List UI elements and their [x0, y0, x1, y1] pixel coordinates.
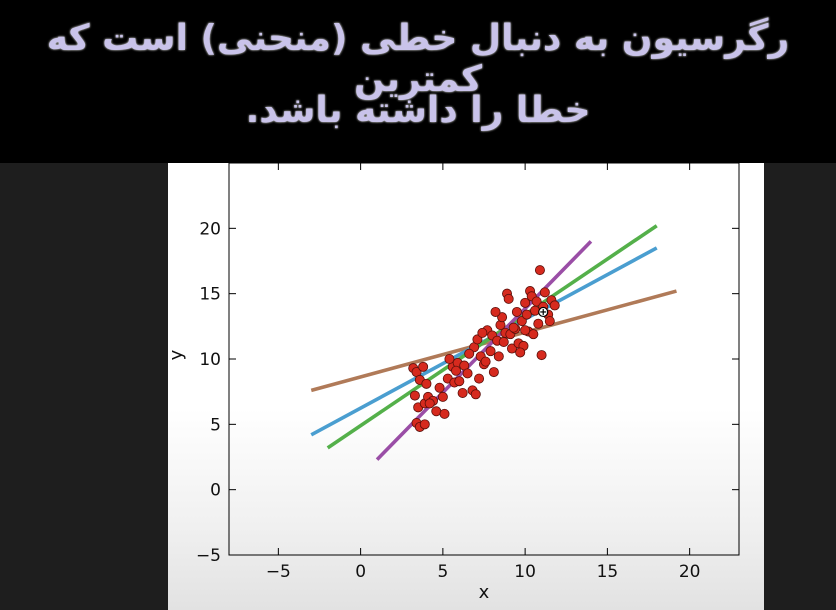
data-point: [464, 348, 475, 359]
data-point: [534, 265, 545, 276]
data-point: [544, 316, 555, 327]
x-tick-label: 10: [514, 562, 536, 582]
data-point: [462, 368, 473, 379]
x-tick-label: −5: [266, 562, 291, 582]
data-points: [408, 265, 560, 432]
caption-banner: رگرسیون به دنبال خطی (منحنی) است که کمتر…: [0, 0, 836, 163]
data-point: [477, 327, 488, 338]
data-point: [421, 378, 432, 389]
data-point: [451, 365, 462, 376]
data-point: [521, 309, 532, 320]
data-point: [497, 312, 508, 323]
data-point: [439, 408, 450, 419]
y-axis-label: y: [168, 349, 187, 360]
x-tick-label: 20: [679, 562, 701, 582]
x-tick-label: 5: [437, 562, 448, 582]
data-point: [520, 325, 531, 336]
data-point: [437, 391, 448, 402]
data-point: [493, 351, 504, 362]
data-point: [434, 382, 445, 393]
data-point: [508, 322, 519, 333]
data-point: [533, 318, 544, 329]
data-point: [424, 398, 435, 409]
y-tick-label: 5: [210, 415, 221, 435]
y-tick-label: 0: [210, 481, 221, 501]
caption-line-2: خطا را داشته باشد.: [245, 90, 591, 131]
data-point: [520, 297, 531, 308]
data-point: [485, 346, 496, 357]
axis-ticks: −5 0 5 10 15 20 −5 0 5 10 15 20: [196, 163, 739, 582]
data-point: [536, 350, 547, 361]
x-axis-label: x: [479, 582, 490, 603]
y-tick-label: 20: [199, 219, 221, 239]
data-point: [474, 373, 485, 384]
data-point: [490, 306, 501, 317]
data-point: [470, 389, 481, 400]
regression-line: [375, 240, 593, 461]
y-tick-label: 10: [199, 350, 221, 370]
data-point: [506, 343, 517, 354]
y-tick-label: 15: [199, 285, 221, 305]
data-point: [515, 347, 526, 358]
data-point: [549, 300, 560, 311]
data-point: [419, 419, 430, 430]
data-point: [444, 353, 455, 364]
data-point: [488, 367, 499, 378]
data-point: [457, 387, 468, 398]
data-point: [480, 356, 491, 367]
data-point: [498, 337, 509, 348]
data-point: [503, 293, 514, 304]
data-point: [409, 390, 420, 401]
data-point: [529, 305, 540, 316]
chart-panel: −5 0 5 10 15 20 −5 0 5 10 15 20 x y: [168, 163, 764, 610]
scatter-chart: −5 0 5 10 15 20 −5 0 5 10 15 20 x y: [168, 163, 740, 603]
data-point: [454, 376, 465, 387]
data-point: [528, 329, 539, 340]
y-tick-label: −5: [196, 546, 221, 566]
data-point: [418, 361, 429, 372]
data-point: [511, 306, 522, 317]
x-tick-label: 0: [355, 562, 366, 582]
x-tick-label: 15: [597, 562, 619, 582]
cursor-marker: [538, 306, 549, 318]
data-point: [531, 296, 542, 307]
data-point: [431, 406, 442, 417]
caption-line-1: رگرسیون به دنبال خطی (منحنی) است که کمتر…: [46, 18, 790, 100]
data-point: [539, 287, 550, 298]
